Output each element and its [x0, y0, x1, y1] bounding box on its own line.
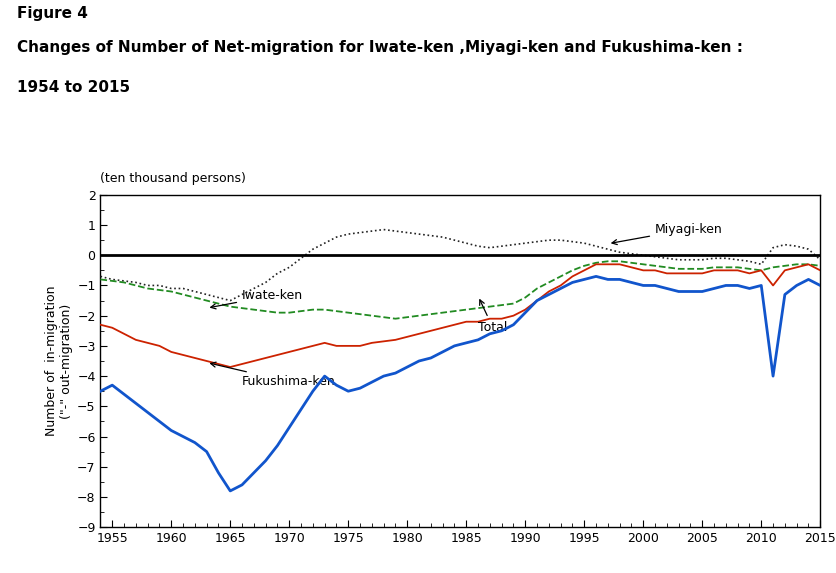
Text: Iwate-ken: Iwate-ken — [211, 289, 303, 309]
Text: Total: Total — [477, 300, 507, 334]
Text: Miyagi-ken: Miyagi-ken — [611, 222, 722, 245]
Text: 1954 to 2015: 1954 to 2015 — [17, 80, 130, 95]
Y-axis label: Number of  in-migration
("-" out-migration): Number of in-migration ("-" out-migratio… — [45, 286, 73, 436]
Text: Figure 4: Figure 4 — [17, 6, 88, 21]
Text: Fukushima-ken: Fukushima-ken — [211, 362, 335, 388]
Text: (ten thousand persons): (ten thousand persons) — [100, 172, 246, 185]
Text: Changes of Number of Net-migration for Iwate-ken ,Miyagi-ken and Fukushima-ken :: Changes of Number of Net-migration for I… — [17, 40, 742, 55]
